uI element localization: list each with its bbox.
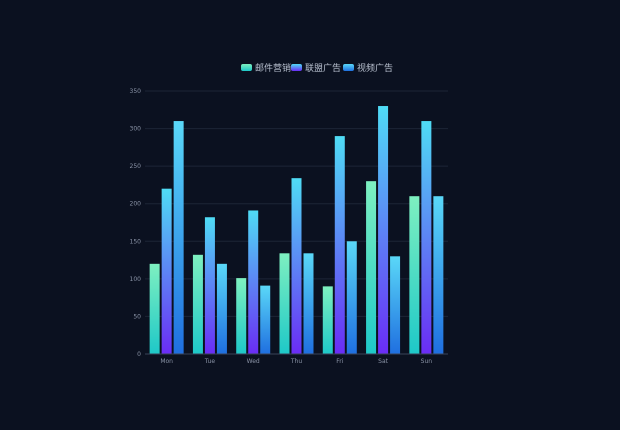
x-tick-label: Sat <box>378 358 388 365</box>
bar-tue-series-3[interactable] <box>216 263 227 354</box>
bar-sun-series-3[interactable] <box>433 196 444 354</box>
x-tick-label: Tue <box>204 358 216 365</box>
legend-swatch <box>291 64 302 71</box>
bar-sun-series-1[interactable] <box>409 196 420 354</box>
legend-label: 联盟广告 <box>305 62 341 74</box>
bar-fri-series-3[interactable] <box>346 241 357 354</box>
bar-wed-series-3[interactable] <box>260 285 271 354</box>
bar-thu-series-2[interactable] <box>291 178 302 354</box>
bar-thu-series-3[interactable] <box>303 253 314 354</box>
bar-sun-series-2[interactable] <box>421 121 432 354</box>
y-tick-label: 100 <box>130 276 142 283</box>
bar-fri-series-2[interactable] <box>334 136 345 354</box>
y-tick-label: 350 <box>130 88 142 95</box>
x-axis-ticks: Mon Tue Wed Thu Fri Sat Sun <box>160 358 432 365</box>
bars <box>149 106 444 355</box>
legend-item-1[interactable]: 邮件营销 <box>241 62 291 74</box>
y-tick-label: 50 <box>133 313 141 320</box>
y-tick-label: 150 <box>130 238 142 245</box>
x-tick-label: Wed <box>247 358 260 365</box>
y-tick-label: 250 <box>130 163 142 170</box>
x-tick-label: Mon <box>160 358 173 365</box>
bar-mon-series-1[interactable] <box>149 263 160 354</box>
y-tick-label: 300 <box>130 126 142 133</box>
bar-fri-series-1[interactable] <box>322 286 333 354</box>
y-axis-ticks: 0 50 100 150 200 250 300 350 <box>130 88 142 358</box>
bar-wed-series-2[interactable] <box>248 210 259 354</box>
x-tick-label: Thu <box>290 358 302 365</box>
legend[interactable]: 邮件营销 联盟广告 视频广告 <box>241 62 393 74</box>
legend-item-3[interactable]: 视频广告 <box>343 62 393 74</box>
y-tick-label: 200 <box>130 201 142 208</box>
legend-label: 视频广告 <box>357 62 393 74</box>
bar-tue-series-1[interactable] <box>192 254 203 354</box>
bar-mon-series-3[interactable] <box>173 121 184 354</box>
legend-label: 邮件营销 <box>255 62 291 74</box>
x-tick-label: Sun <box>421 358 433 365</box>
bar-wed-series-1[interactable] <box>236 278 247 354</box>
y-tick-label: 0 <box>137 351 141 358</box>
bar-tue-series-2[interactable] <box>204 217 215 354</box>
legend-item-2[interactable]: 联盟广告 <box>291 62 341 74</box>
bar-thu-series-1[interactable] <box>279 253 290 354</box>
legend-swatch <box>241 64 252 71</box>
x-tick-label: Fri <box>336 358 343 365</box>
bar-sat-series-3[interactable] <box>390 256 401 354</box>
bar-sat-series-2[interactable] <box>378 106 389 355</box>
legend-swatch <box>343 64 354 71</box>
bar-mon-series-2[interactable] <box>161 188 172 354</box>
bar-sat-series-1[interactable] <box>366 181 377 354</box>
